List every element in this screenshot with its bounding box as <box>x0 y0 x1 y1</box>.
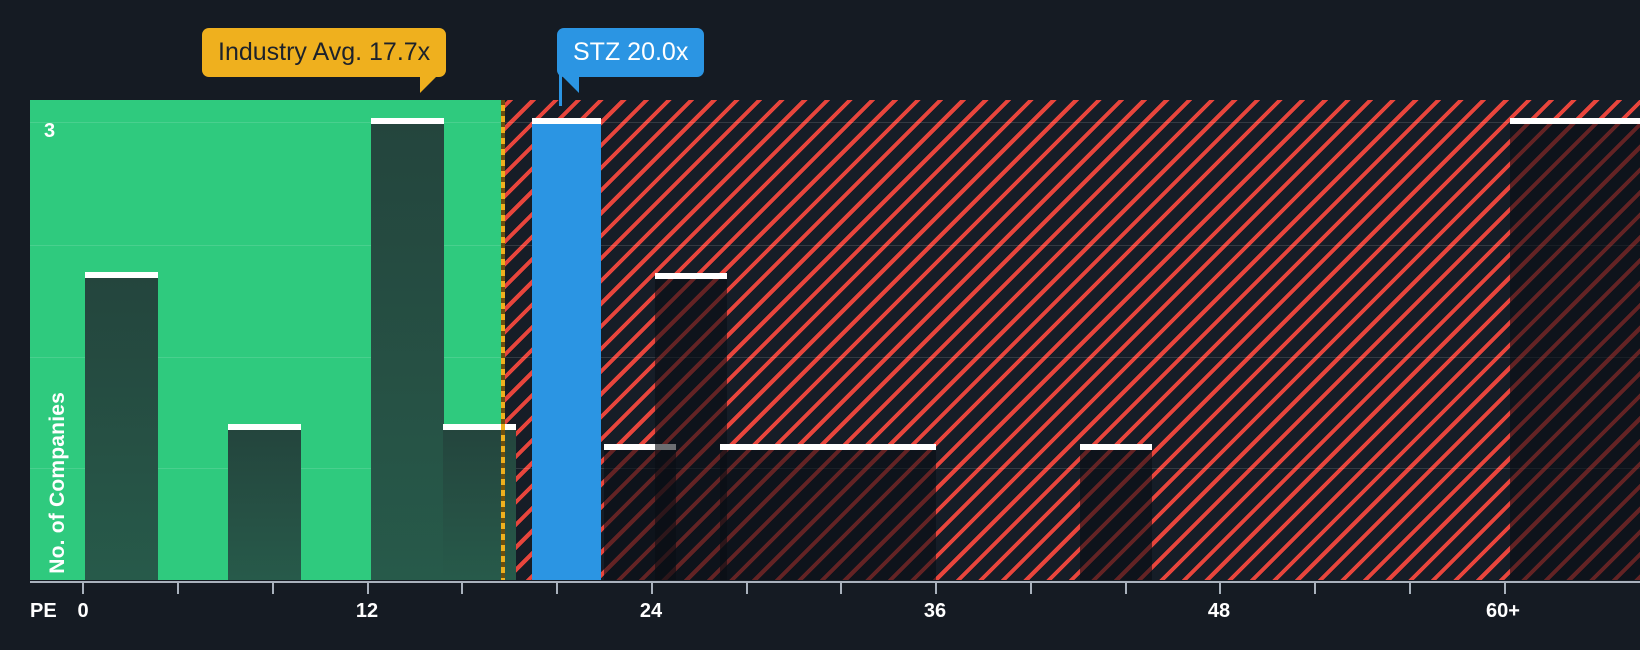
bar-cap <box>85 272 158 278</box>
x-axis-label-48: 48 <box>1207 600 1231 622</box>
x-axis-tick <box>1504 583 1506 594</box>
histogram-bar[interactable] <box>655 273 727 580</box>
bar-body <box>792 450 864 580</box>
bar-cap <box>443 424 516 430</box>
x-axis-tick <box>177 583 179 594</box>
x-axis-label-12: 12 <box>355 600 379 622</box>
x-axis-tick <box>1219 583 1221 594</box>
bar-body <box>532 124 601 580</box>
bar-cap <box>864 444 936 450</box>
histogram-bar[interactable] <box>720 444 792 580</box>
x-axis-line <box>30 581 1640 583</box>
bar-body <box>720 450 792 580</box>
company-marker-line <box>559 72 562 106</box>
bar-cap <box>228 424 301 430</box>
histogram-bar[interactable] <box>371 118 444 580</box>
company-pe-callout-label: STZ 20.0x <box>573 38 689 66</box>
bar-cap <box>1510 118 1640 124</box>
gridline-2 <box>30 245 1640 246</box>
x-axis-tick <box>461 583 463 594</box>
x-axis-tick <box>935 583 937 594</box>
bar-cap <box>792 444 864 450</box>
highlight-bar-stz[interactable] <box>532 118 601 580</box>
x-axis-tick <box>1314 583 1316 594</box>
industry-average-line <box>501 100 505 580</box>
gridline-1 <box>30 357 1640 358</box>
x-axis-tick <box>746 583 748 594</box>
bar-body <box>864 450 936 580</box>
x-axis-label-36: 36 <box>923 600 947 622</box>
bar-cap <box>604 444 676 450</box>
histogram-bar[interactable] <box>1510 118 1640 580</box>
x-axis-tick <box>272 583 274 594</box>
histogram-bar[interactable] <box>228 424 301 580</box>
x-axis-tick <box>1030 583 1032 594</box>
histogram-bar[interactable] <box>864 444 936 580</box>
x-axis-title: PE <box>30 600 57 622</box>
callout-tail <box>561 74 579 93</box>
x-axis-tick <box>1125 583 1127 594</box>
x-axis-tick <box>651 583 653 594</box>
histogram-bar[interactable] <box>792 444 864 580</box>
bar-cap <box>655 273 727 279</box>
bar-cap <box>532 118 601 124</box>
industry-average-callout-label: Industry Avg. 17.7x <box>218 38 431 66</box>
x-axis-tick <box>1409 583 1411 594</box>
bar-body <box>85 278 158 580</box>
gridline-3 <box>30 122 1640 123</box>
bar-body <box>1510 124 1640 580</box>
x-axis-tick <box>840 583 842 594</box>
bar-cap <box>1080 444 1152 450</box>
callout-tail <box>420 74 439 93</box>
plot-area <box>30 100 1640 580</box>
company-pe-callout[interactable]: STZ 20.0x <box>557 28 705 93</box>
x-axis-tick <box>556 583 558 594</box>
bar-body <box>371 124 444 580</box>
bar-body <box>443 430 516 580</box>
y-axis-title: No. of Companies <box>46 392 69 574</box>
histogram-bar[interactable] <box>443 424 516 580</box>
bar-body <box>228 430 301 580</box>
bar-cap <box>371 118 444 124</box>
bar-body <box>1080 450 1152 580</box>
x-axis-label-24: 24 <box>639 600 663 622</box>
x-axis-label-0: 0 <box>77 600 89 622</box>
y-axis-tick-label: 3 <box>44 120 56 142</box>
histogram-bar[interactable] <box>1080 444 1152 580</box>
bar-body <box>655 279 727 580</box>
x-axis-tick <box>367 583 369 594</box>
x-axis-tick <box>82 583 84 594</box>
x-axis-label-60: 60+ <box>1486 600 1520 622</box>
bar-cap <box>720 444 792 450</box>
industry-average-callout[interactable]: Industry Avg. 17.7x <box>202 28 447 93</box>
histogram-bar[interactable] <box>85 272 158 580</box>
